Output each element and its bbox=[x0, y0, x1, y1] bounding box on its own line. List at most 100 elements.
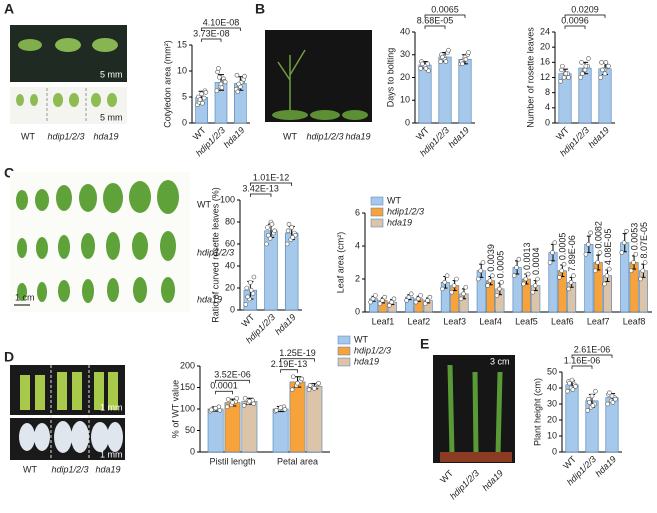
photo-label: hda19 bbox=[93, 131, 118, 141]
bar bbox=[438, 56, 452, 124]
y-tick-label: 0 bbox=[182, 117, 187, 127]
data-point bbox=[466, 50, 471, 55]
data-point bbox=[391, 296, 397, 302]
data-point bbox=[442, 279, 448, 285]
bar bbox=[207, 408, 224, 453]
significance-bracket bbox=[571, 365, 593, 369]
data-point bbox=[225, 397, 231, 402]
y-tick-label: 0 bbox=[355, 306, 360, 316]
photo-label: hdip1/2/3 bbox=[47, 131, 84, 141]
p-value: 1.01E-12 bbox=[253, 172, 290, 182]
p-value: 1.16E-06 bbox=[564, 355, 601, 365]
x-tick-label: hda19 bbox=[222, 125, 247, 150]
data-point bbox=[609, 393, 615, 399]
y-tick-label: 6 bbox=[355, 207, 360, 217]
y-tick-label: 5 bbox=[182, 91, 187, 101]
photo-d: 1 mm 1 mm WT hdip1/2/3 hda19 bbox=[10, 365, 125, 474]
y-axis-label: Ratio of curved rosette leaves (%) bbox=[210, 187, 220, 323]
data-point bbox=[266, 232, 271, 238]
data-point bbox=[290, 235, 295, 240]
data-point bbox=[586, 56, 591, 61]
data-point bbox=[569, 377, 575, 383]
data-point bbox=[494, 293, 500, 298]
y-tick-label: 15 bbox=[177, 39, 187, 49]
data-point bbox=[201, 95, 207, 101]
photo-label: hdip1/2/3 bbox=[197, 247, 234, 257]
data-point bbox=[566, 286, 572, 292]
y-tick-label: 24 bbox=[540, 26, 550, 36]
p-value: 2.61E-06 bbox=[574, 344, 611, 354]
p-value: 1.25E-19 bbox=[279, 348, 316, 358]
y-tick-label: 150 bbox=[180, 382, 195, 392]
data-point bbox=[602, 71, 608, 77]
p-value: 2.19E-13 bbox=[271, 359, 308, 369]
x-tick-label: hda19 bbox=[446, 125, 471, 150]
data-point bbox=[274, 407, 279, 413]
significance-bracket bbox=[249, 193, 272, 197]
data-point bbox=[582, 67, 588, 73]
photo-label: WT bbox=[438, 468, 455, 485]
significance-bracket bbox=[201, 27, 241, 31]
data-point bbox=[209, 407, 214, 413]
p-value: 0.0082 bbox=[594, 221, 604, 249]
p-value: 0.0039 bbox=[486, 244, 496, 272]
y-axis-label: Plant height (cm) bbox=[532, 378, 542, 446]
data-point bbox=[312, 386, 317, 391]
data-point bbox=[290, 374, 296, 380]
data-point bbox=[565, 388, 570, 394]
data-point bbox=[563, 71, 569, 77]
seedling bbox=[18, 39, 42, 51]
p-value: 4.10E-08 bbox=[203, 17, 240, 27]
photo-label: WT bbox=[21, 131, 35, 141]
data-point bbox=[606, 63, 611, 69]
data-point bbox=[597, 250, 603, 255]
data-point bbox=[485, 283, 490, 288]
y-tick-label: 4 bbox=[355, 240, 360, 250]
data-point bbox=[423, 66, 429, 71]
legend-label: WT bbox=[387, 195, 401, 205]
data-point bbox=[199, 91, 204, 97]
data-point bbox=[552, 240, 558, 245]
p-value: 8.07E-05 bbox=[639, 222, 649, 259]
y-axis-label: Number of rosette leaves bbox=[525, 27, 535, 128]
bar bbox=[241, 400, 258, 453]
y-tick-label: 100 bbox=[180, 403, 195, 413]
significance-bracket bbox=[564, 14, 606, 18]
y-tick-label: 20 bbox=[540, 42, 550, 52]
legend-swatch bbox=[337, 357, 351, 367]
data-point bbox=[236, 81, 241, 87]
data-point bbox=[387, 303, 392, 308]
significance-bracket bbox=[280, 369, 298, 373]
data-point bbox=[460, 61, 465, 67]
data-point bbox=[570, 387, 576, 392]
data-point bbox=[560, 63, 565, 69]
data-point bbox=[269, 221, 275, 227]
y-tick-label: 0 bbox=[552, 446, 557, 456]
data-point bbox=[408, 291, 414, 297]
data-point bbox=[251, 274, 257, 280]
y-tick-label: 80 bbox=[225, 216, 235, 226]
data-point bbox=[585, 408, 590, 413]
p-value: 0.0001 bbox=[210, 381, 238, 391]
photo-label: WT bbox=[23, 464, 37, 474]
data-point bbox=[621, 240, 627, 245]
data-point bbox=[561, 261, 567, 267]
legend-label: hdip1/2/3 bbox=[387, 206, 424, 216]
data-point bbox=[451, 283, 457, 288]
data-point bbox=[530, 289, 536, 295]
data-point bbox=[219, 85, 225, 90]
panel-letters: A B C D E bbox=[4, 1, 429, 365]
data-point bbox=[463, 56, 469, 62]
data-point bbox=[224, 404, 230, 410]
photo-b: WT hdip1/2/3 hda19 bbox=[265, 30, 372, 141]
p-value: 0.0004 bbox=[531, 247, 541, 275]
scale-label: 5 mm bbox=[100, 69, 123, 79]
data-point bbox=[607, 390, 612, 396]
data-point bbox=[248, 287, 254, 293]
significance-bracket bbox=[424, 25, 446, 29]
data-point bbox=[592, 268, 598, 274]
data-point bbox=[265, 225, 270, 230]
bar bbox=[306, 385, 323, 453]
legend-swatch bbox=[370, 207, 384, 217]
